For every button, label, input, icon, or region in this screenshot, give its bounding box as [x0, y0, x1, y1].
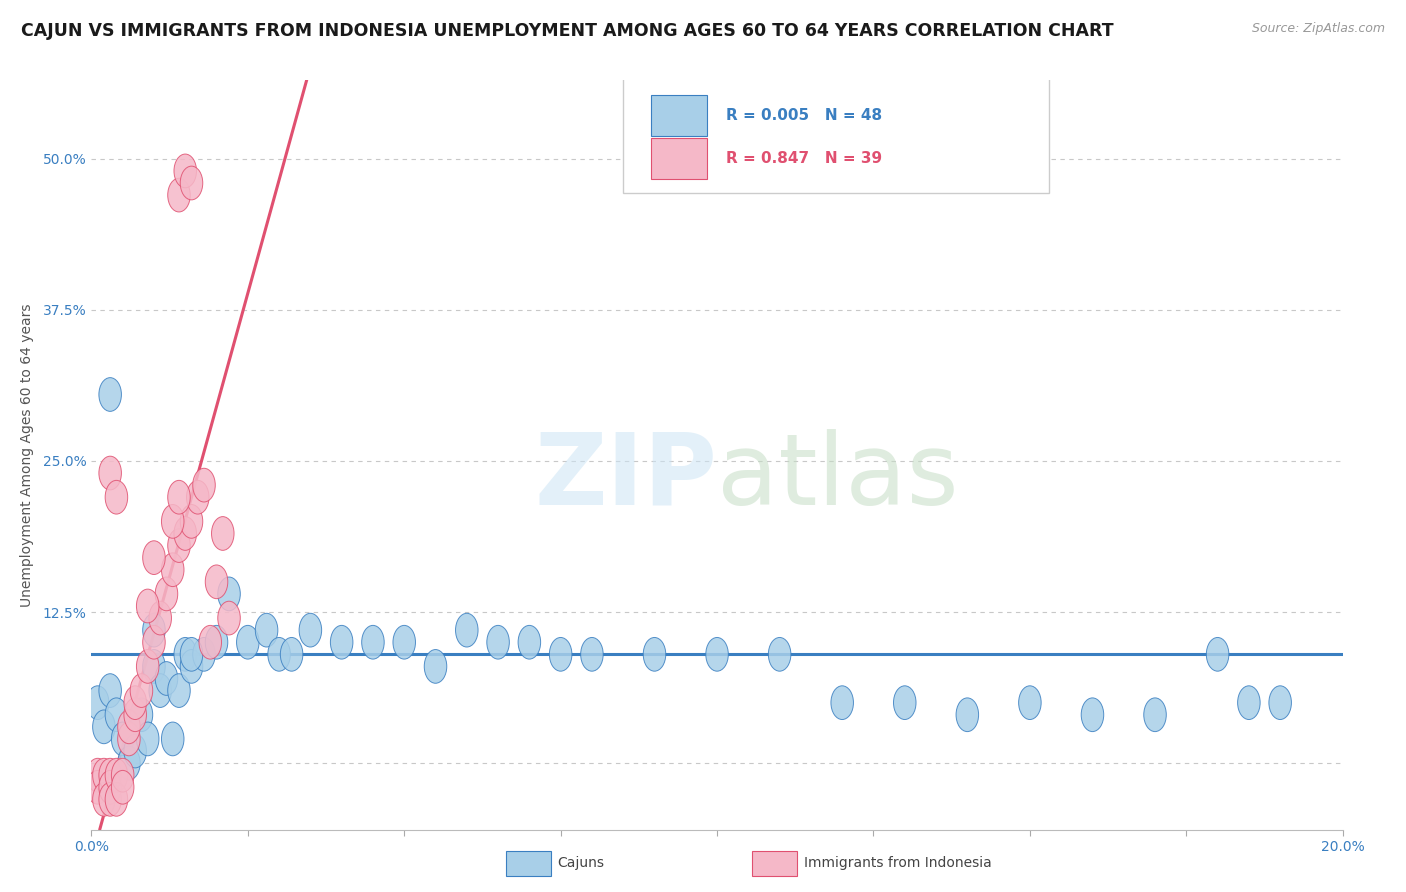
Ellipse shape — [180, 638, 202, 671]
Text: Immigrants from Indonesia: Immigrants from Indonesia — [804, 856, 993, 871]
Ellipse shape — [162, 505, 184, 538]
Ellipse shape — [180, 166, 202, 200]
Ellipse shape — [105, 782, 128, 816]
Ellipse shape — [167, 481, 190, 514]
Ellipse shape — [174, 516, 197, 550]
FancyBboxPatch shape — [623, 73, 1049, 193]
Ellipse shape — [180, 505, 202, 538]
Ellipse shape — [831, 686, 853, 720]
Ellipse shape — [98, 456, 121, 490]
Ellipse shape — [98, 758, 121, 792]
Ellipse shape — [236, 625, 259, 659]
Ellipse shape — [956, 698, 979, 731]
Ellipse shape — [893, 686, 917, 720]
Ellipse shape — [174, 154, 197, 188]
Ellipse shape — [124, 698, 146, 731]
Ellipse shape — [211, 516, 233, 550]
Text: Source: ZipAtlas.com: Source: ZipAtlas.com — [1251, 22, 1385, 36]
Ellipse shape — [136, 722, 159, 756]
Text: ZIP: ZIP — [534, 429, 717, 526]
Ellipse shape — [142, 649, 166, 683]
Ellipse shape — [1018, 686, 1042, 720]
Ellipse shape — [155, 577, 177, 611]
Ellipse shape — [280, 638, 302, 671]
Ellipse shape — [330, 625, 353, 659]
Ellipse shape — [86, 771, 108, 804]
Ellipse shape — [361, 625, 384, 659]
Ellipse shape — [643, 638, 666, 671]
Ellipse shape — [392, 625, 416, 659]
Ellipse shape — [149, 673, 172, 707]
Ellipse shape — [155, 662, 177, 696]
Ellipse shape — [105, 481, 128, 514]
Y-axis label: Unemployment Among Ages 60 to 64 years: Unemployment Among Ages 60 to 64 years — [20, 303, 34, 607]
Ellipse shape — [1206, 638, 1229, 671]
Ellipse shape — [456, 614, 478, 647]
Text: R = 0.847   N = 39: R = 0.847 N = 39 — [725, 151, 882, 166]
Ellipse shape — [1237, 686, 1260, 720]
Text: CAJUN VS IMMIGRANTS FROM INDONESIA UNEMPLOYMENT AMONG AGES 60 TO 64 YEARS CORREL: CAJUN VS IMMIGRANTS FROM INDONESIA UNEMP… — [21, 22, 1114, 40]
Ellipse shape — [98, 673, 121, 707]
Ellipse shape — [581, 638, 603, 671]
Ellipse shape — [93, 710, 115, 744]
Ellipse shape — [517, 625, 541, 659]
Ellipse shape — [205, 625, 228, 659]
Ellipse shape — [111, 758, 134, 792]
Ellipse shape — [1081, 698, 1104, 731]
Ellipse shape — [200, 625, 222, 659]
Ellipse shape — [98, 771, 121, 804]
FancyBboxPatch shape — [651, 95, 707, 136]
Ellipse shape — [111, 771, 134, 804]
Ellipse shape — [142, 541, 166, 574]
Ellipse shape — [550, 638, 572, 671]
Text: Cajuns: Cajuns — [557, 856, 603, 871]
Ellipse shape — [706, 638, 728, 671]
Ellipse shape — [93, 758, 115, 792]
Ellipse shape — [86, 758, 108, 792]
Ellipse shape — [131, 673, 153, 707]
Text: R = 0.005   N = 48: R = 0.005 N = 48 — [725, 108, 882, 123]
Ellipse shape — [1143, 698, 1167, 731]
Ellipse shape — [187, 481, 209, 514]
Ellipse shape — [299, 614, 322, 647]
Ellipse shape — [162, 553, 184, 587]
Ellipse shape — [124, 734, 146, 768]
Ellipse shape — [93, 782, 115, 816]
Ellipse shape — [111, 722, 134, 756]
Ellipse shape — [256, 614, 278, 647]
Ellipse shape — [98, 377, 121, 411]
Ellipse shape — [167, 673, 190, 707]
Ellipse shape — [105, 758, 128, 792]
Ellipse shape — [124, 686, 146, 720]
Ellipse shape — [98, 782, 121, 816]
Ellipse shape — [267, 638, 291, 671]
Ellipse shape — [136, 589, 159, 623]
Ellipse shape — [142, 614, 166, 647]
Ellipse shape — [1268, 686, 1292, 720]
Ellipse shape — [174, 638, 197, 671]
Ellipse shape — [167, 529, 190, 563]
Ellipse shape — [205, 565, 228, 599]
Ellipse shape — [768, 638, 792, 671]
Ellipse shape — [118, 710, 141, 744]
Ellipse shape — [162, 722, 184, 756]
FancyBboxPatch shape — [651, 138, 707, 179]
Ellipse shape — [131, 698, 153, 731]
Ellipse shape — [118, 722, 141, 756]
Ellipse shape — [142, 625, 166, 659]
Ellipse shape — [118, 747, 141, 780]
Ellipse shape — [193, 638, 215, 671]
Ellipse shape — [425, 649, 447, 683]
Ellipse shape — [218, 601, 240, 635]
Ellipse shape — [105, 698, 128, 731]
Ellipse shape — [149, 601, 172, 635]
Ellipse shape — [86, 686, 108, 720]
Ellipse shape — [136, 649, 159, 683]
Ellipse shape — [193, 468, 215, 502]
Ellipse shape — [218, 577, 240, 611]
Ellipse shape — [486, 625, 509, 659]
Ellipse shape — [180, 649, 202, 683]
Text: atlas: atlas — [717, 429, 959, 526]
Ellipse shape — [167, 178, 190, 212]
